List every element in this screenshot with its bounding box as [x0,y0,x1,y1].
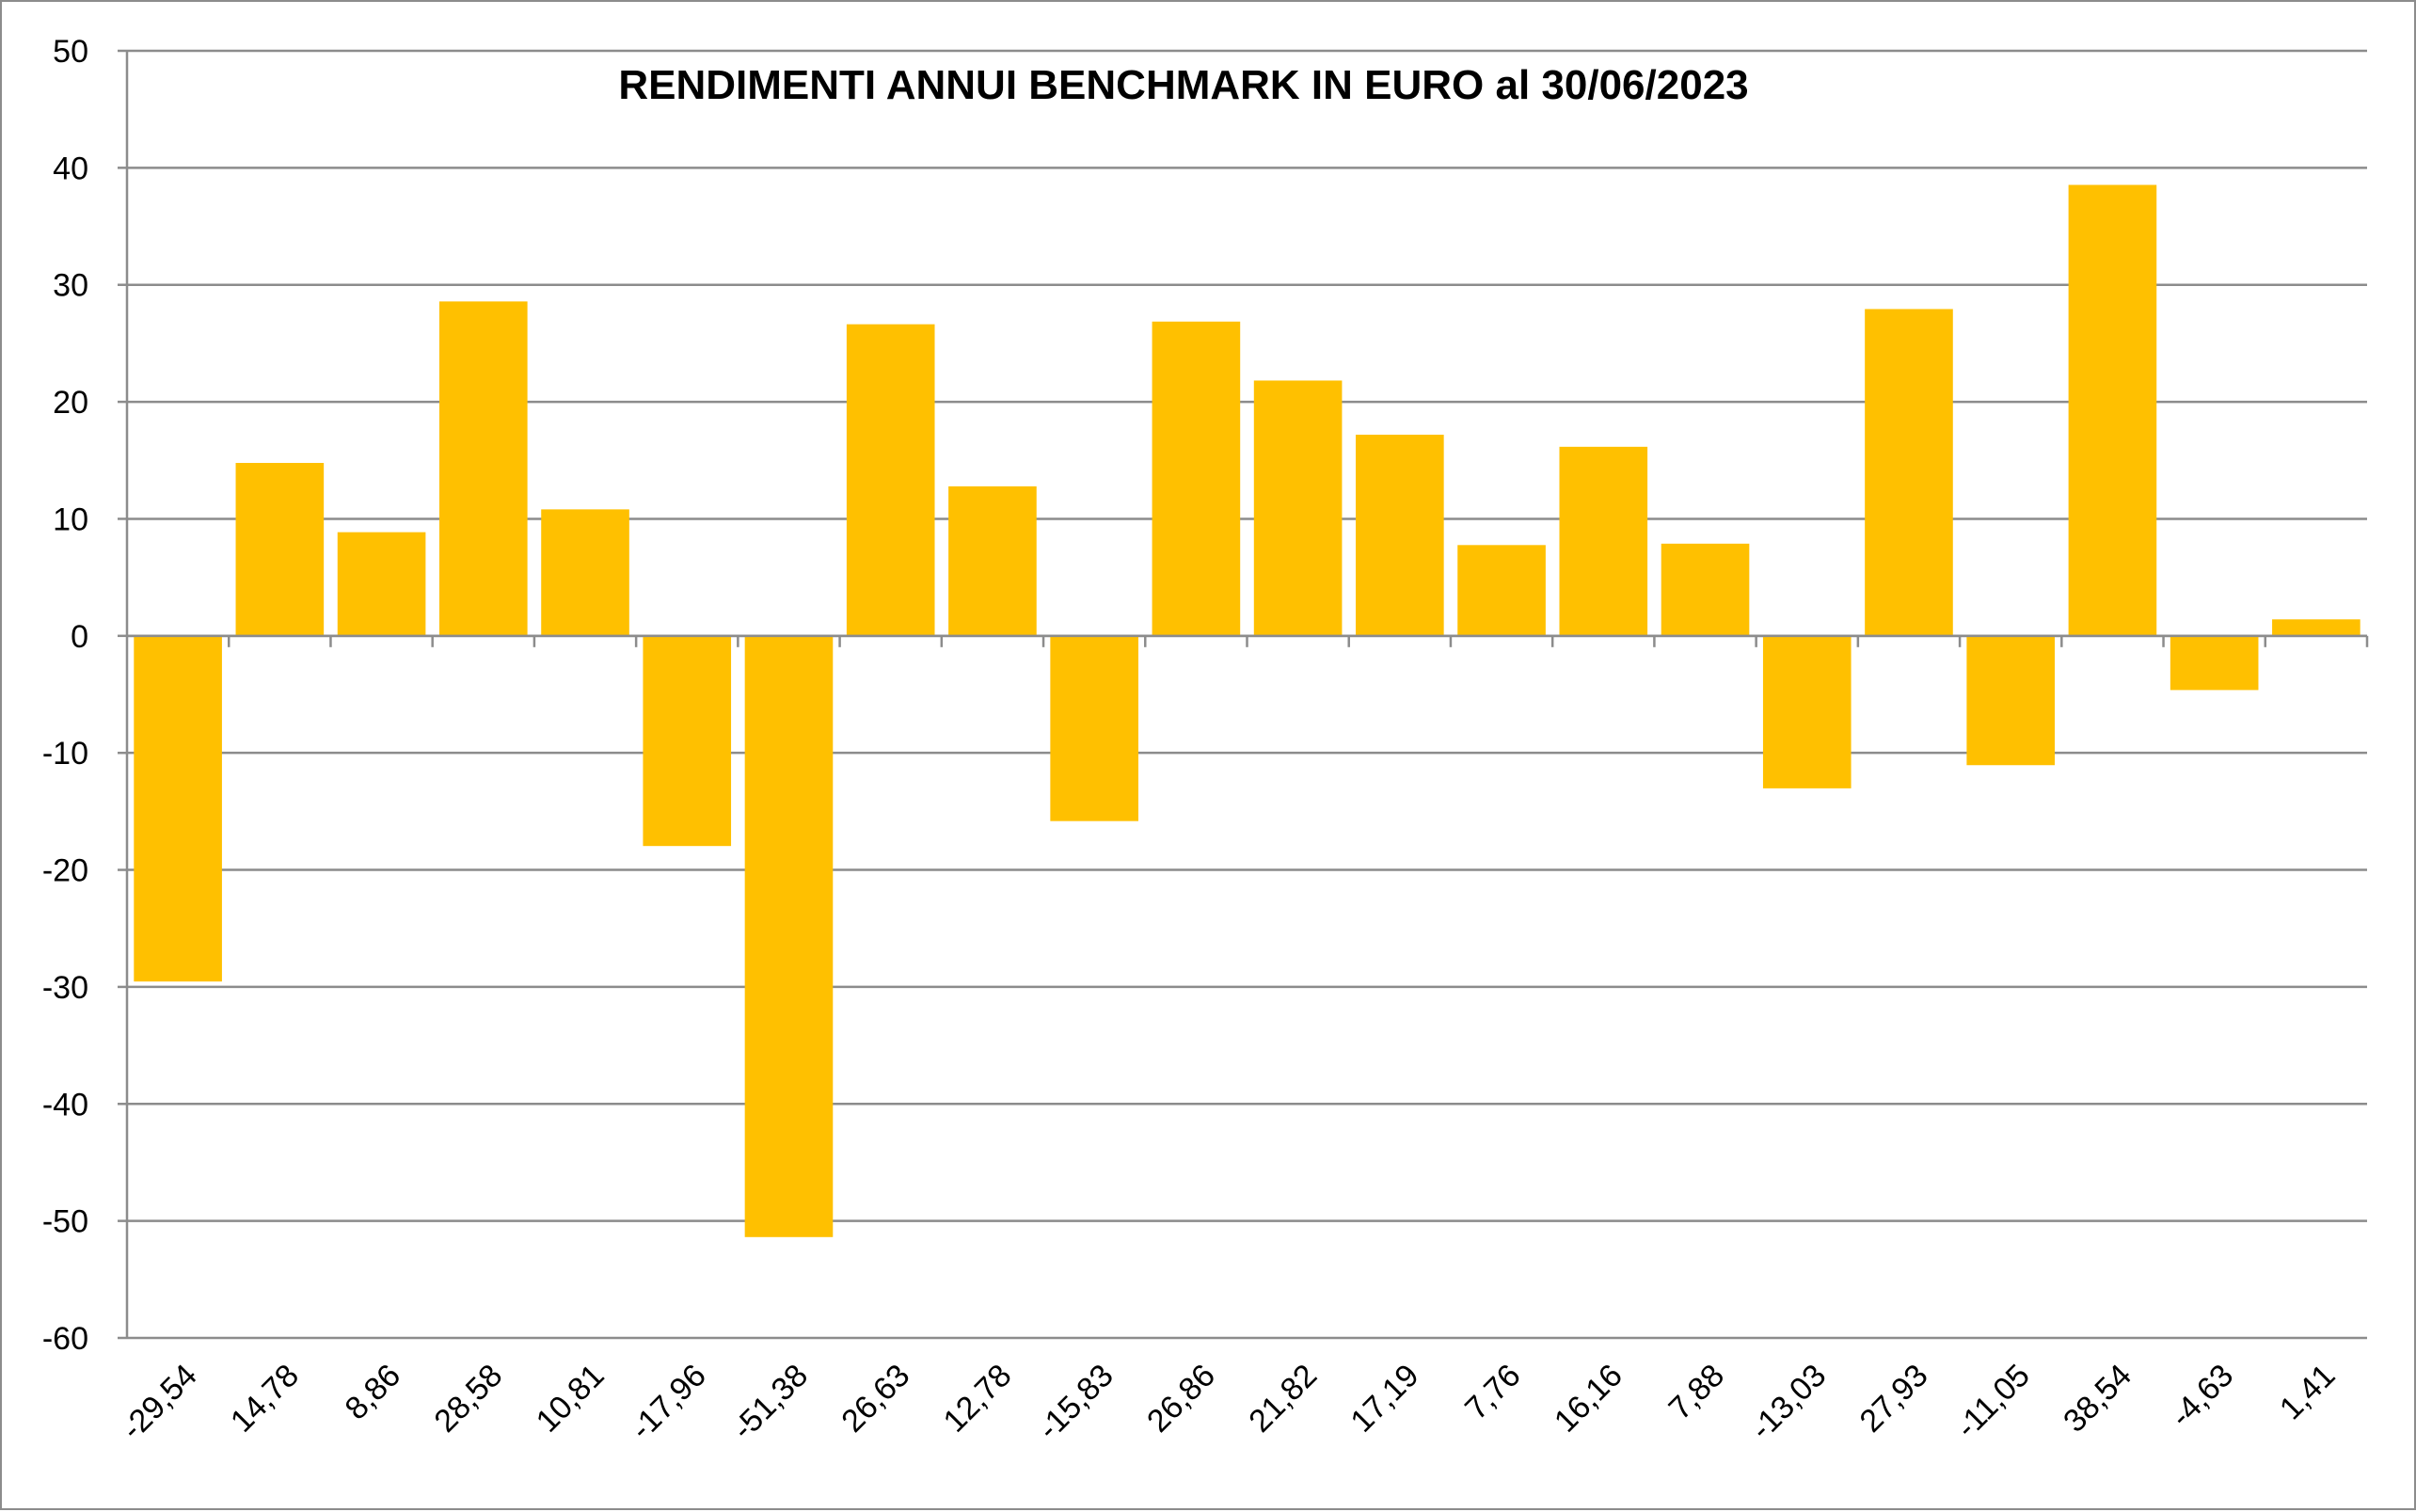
x-tick-label: -11,05 [1949,1358,2037,1445]
bar [744,635,834,1237]
y-tick-label: 40 [53,151,88,186]
y-tick-label: -50 [42,1204,88,1240]
chart-title: RENDIMENTI ANNUI BENCHMARK IN EURO al 30… [618,62,1748,108]
bars [134,184,2360,1237]
y-tick-label: -60 [42,1321,88,1357]
x-tick-label: 12,78 [937,1358,1019,1440]
bar [1457,545,1546,636]
x-tick-label: 26,63 [834,1358,916,1440]
bar [2170,635,2259,691]
bar [235,463,325,636]
bar [948,485,1037,636]
x-tick-label: -51,38 [725,1358,815,1447]
bar [1865,309,1953,636]
bar [1050,635,1138,821]
x-tick-label: -4,63 [2164,1358,2241,1435]
y-tick-label: -40 [42,1087,88,1122]
bar [2068,184,2157,636]
bar [1152,321,1241,636]
y-tick-label: -30 [42,970,88,1006]
x-tick-label: 38,54 [2057,1358,2138,1440]
bar [541,509,629,636]
y-tick-label: -20 [42,853,88,889]
x-tick-label: 27,93 [1853,1358,1935,1440]
bar [1661,543,1750,636]
y-tick-label: 30 [53,268,88,304]
x-tick-label: 26,86 [1140,1358,1222,1440]
bar [1253,380,1343,636]
y-tick-label: -10 [42,736,88,772]
bar [438,301,528,636]
bar [1966,635,2056,766]
x-tick-label: -15,83 [1031,1358,1121,1447]
x-tick-label: 7,76 [1458,1358,1528,1427]
x-tick-label: 10,81 [530,1358,612,1440]
bar [2272,619,2360,636]
x-tick-label: -13,03 [1743,1358,1833,1447]
x-tick-label: 14,78 [224,1358,306,1440]
axes [118,49,2369,1340]
x-tick-label: 7,88 [1662,1358,1732,1427]
bar [1356,435,1444,636]
bar [134,635,222,982]
x-tick-labels: -29,54 14,78 8,86 28,58 10,81 -17,96 -51,38 26,… [115,1358,2343,1447]
bar [1559,446,1648,636]
y-tick-label: 10 [53,501,88,537]
x-tick-label: 8,86 [339,1358,408,1427]
bar [846,324,935,636]
bar [643,635,732,847]
x-tick-label: -17,96 [624,1358,713,1447]
y-tick-label: 20 [53,385,88,421]
x-tick-label: 16,16 [1548,1358,1629,1440]
x-tick-label: 28,58 [427,1358,509,1440]
bar [337,532,426,636]
x-tick-label: -29,54 [115,1358,204,1447]
y-tick-labels: 50 40 30 20 10 0 -10 -20 -30 -40 -50 -60 [42,34,88,1357]
x-tick-label: 1,41 [2273,1358,2343,1427]
bar [1762,635,1852,788]
y-tick-label: 50 [53,34,88,70]
y-tick-label: 0 [71,619,88,655]
x-tick-label: 17,19 [1343,1358,1425,1440]
x-tick-label: 21,82 [1242,1358,1324,1440]
